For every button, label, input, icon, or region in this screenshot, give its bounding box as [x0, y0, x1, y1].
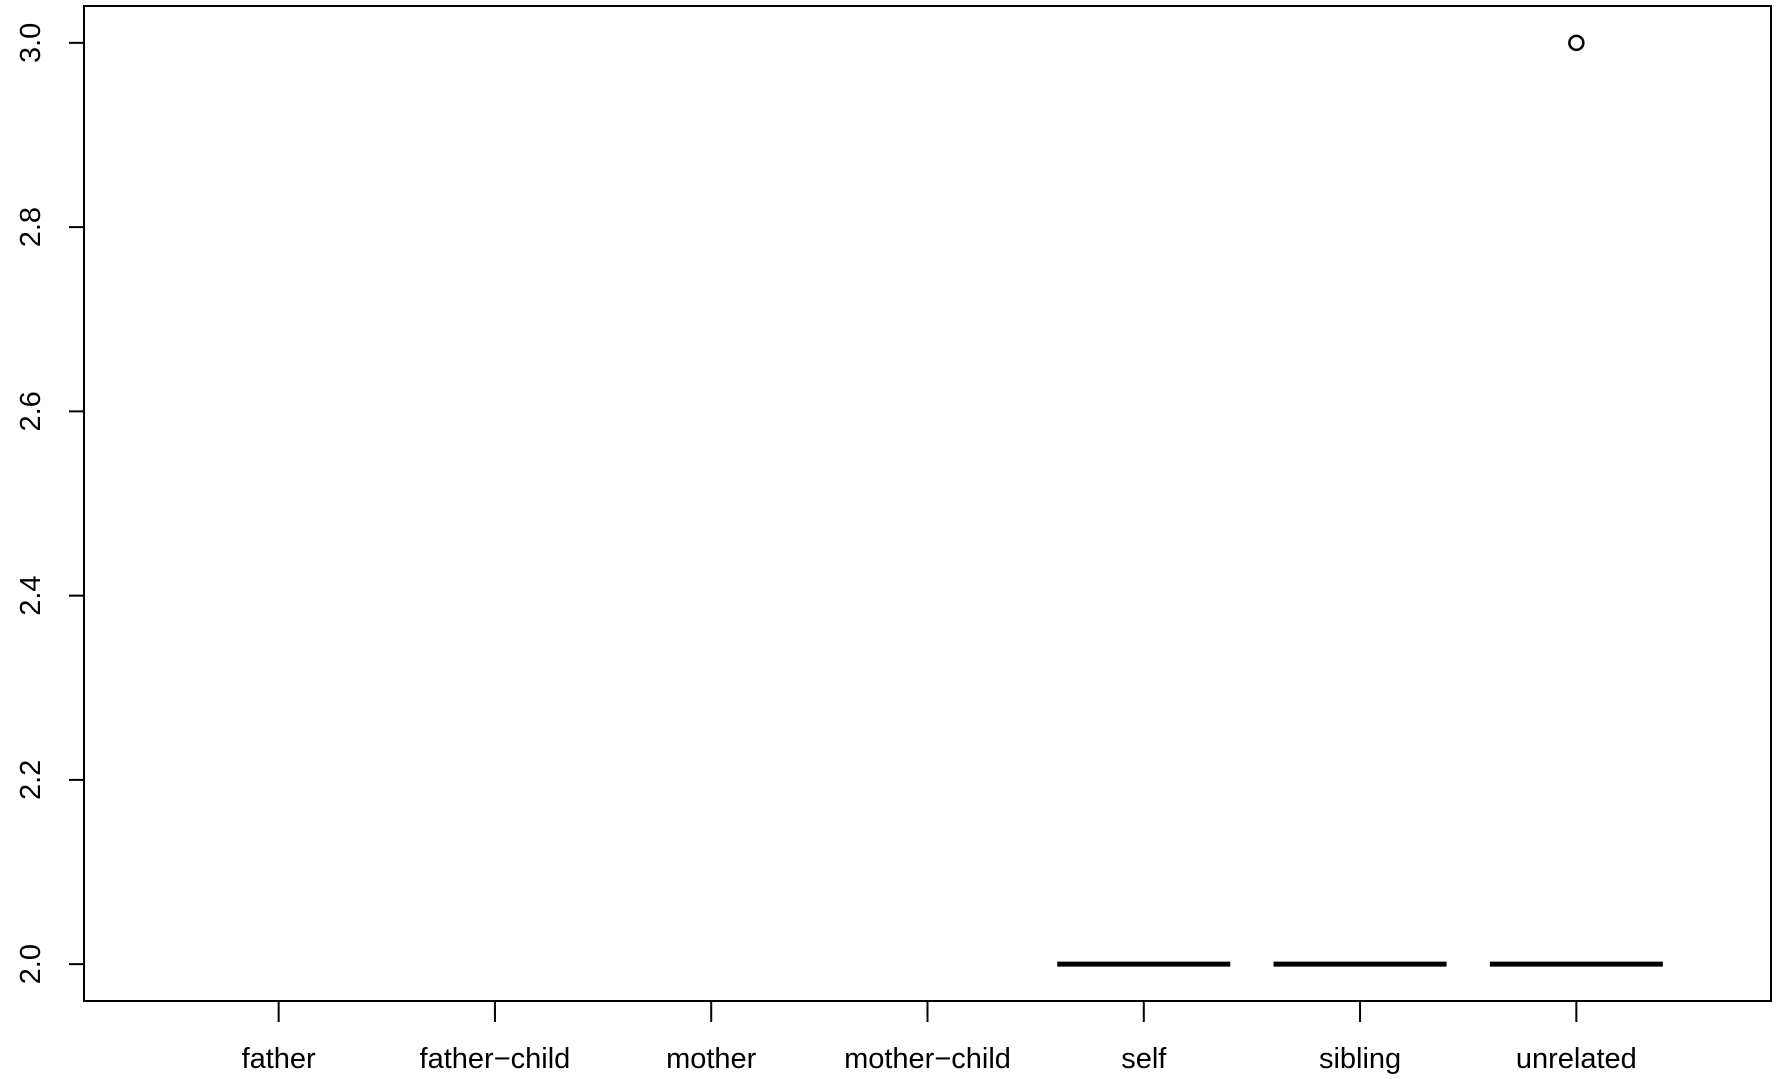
x-tick-label: mother: [666, 1043, 757, 1074]
x-tick-label: self: [1121, 1043, 1167, 1074]
y-axis: 2.0 2.2 2.4 2.6 2.8 3.0: [15, 23, 84, 984]
x-tick-label: mother−child: [844, 1043, 1011, 1074]
x-tick-label: sibling: [1319, 1043, 1401, 1074]
x-tick-label: unrelated: [1516, 1043, 1637, 1074]
x-axis: father father−child mother mother−child self…: [242, 1001, 1637, 1075]
y-tick-label: 2.6: [15, 391, 47, 431]
box-marks: [1057, 34, 1663, 967]
outlier-point: [1568, 34, 1585, 52]
y-tick-label: 2.4: [15, 575, 47, 615]
y-tick-label: 2.2: [15, 760, 47, 800]
y-tick-label: 2.8: [15, 207, 47, 247]
x-tick-label: father: [242, 1043, 316, 1074]
y-tick-label: 3.0: [15, 23, 47, 63]
x-tick-label: father−child: [420, 1043, 571, 1074]
y-tick-label: 2.0: [15, 944, 47, 984]
